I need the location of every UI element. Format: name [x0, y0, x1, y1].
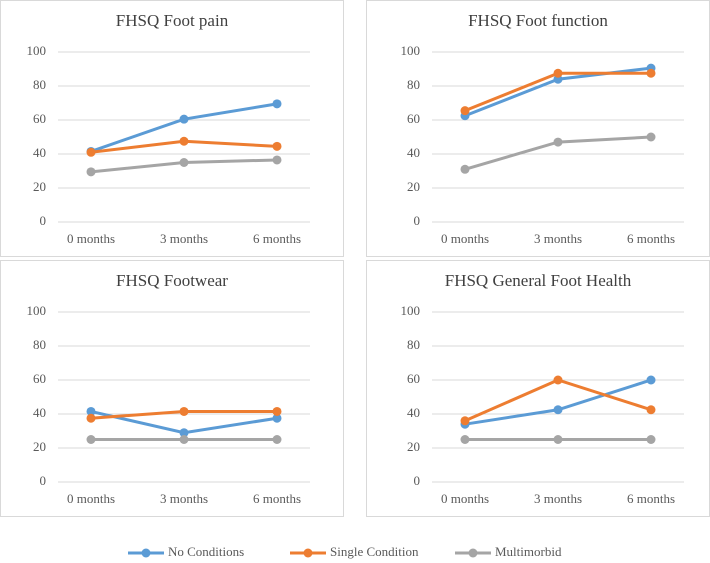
- y-tick-label: 40: [33, 145, 46, 160]
- data-point: [553, 68, 563, 78]
- legend-label: No Conditions: [168, 544, 244, 559]
- y-tick-label: 100: [401, 303, 421, 318]
- y-tick-label: 80: [33, 337, 46, 352]
- data-point: [179, 428, 189, 438]
- y-tick-label: 0: [40, 213, 47, 228]
- y-tick-label: 80: [33, 77, 46, 92]
- y-tick-label: 60: [407, 111, 420, 126]
- x-tick-label: 0 months: [67, 491, 115, 506]
- chart-title: FHSQ Footwear: [116, 271, 228, 290]
- x-tick-label: 0 months: [441, 491, 489, 506]
- data-point: [646, 405, 656, 415]
- data-point: [646, 68, 656, 78]
- panel: FHSQ Foot function 0 20 40 60 80 100 0 months 3 …: [366, 0, 710, 257]
- data-point: [179, 406, 189, 416]
- data-point: [553, 137, 563, 147]
- data-point: [460, 416, 470, 426]
- y-tick-label: 40: [33, 405, 46, 420]
- data-point: [646, 435, 656, 444]
- y-tick-label: 20: [33, 439, 46, 454]
- panel-border: [366, 0, 710, 257]
- legend-marker: [468, 548, 478, 558]
- y-tick-label: 40: [407, 145, 420, 160]
- x-tick-label: 6 months: [627, 231, 675, 246]
- x-tick-label: 3 months: [160, 491, 208, 506]
- panel: FHSQ Foot pain 0 20 40 60 80 100 0 months 3 mont…: [0, 0, 344, 257]
- chart-title: FHSQ Foot pain: [116, 11, 229, 30]
- data-point: [460, 164, 470, 174]
- x-tick-label: 0 months: [441, 231, 489, 246]
- data-point: [179, 114, 189, 124]
- y-tick-label: 100: [27, 303, 47, 318]
- y-tick-label: 100: [401, 43, 421, 58]
- y-tick-label: 0: [414, 213, 421, 228]
- data-point: [460, 435, 470, 444]
- data-point: [272, 435, 282, 444]
- data-point: [86, 435, 96, 444]
- x-tick-label: 3 months: [534, 231, 582, 246]
- panel: FHSQ General Foot Health 0 20 40 60 80 100 0 mo…: [366, 260, 710, 517]
- x-tick-label: 6 months: [253, 491, 301, 506]
- data-point: [86, 167, 96, 177]
- data-point: [179, 136, 189, 146]
- y-tick-label: 0: [40, 473, 47, 488]
- data-point: [460, 106, 470, 116]
- data-point: [553, 435, 563, 444]
- data-point: [86, 406, 96, 416]
- data-point: [272, 141, 282, 151]
- legend-label: Multimorbid: [495, 544, 562, 559]
- data-point: [553, 375, 563, 385]
- x-tick-label: 0 months: [67, 231, 115, 246]
- data-point: [646, 375, 656, 385]
- legend-label: Single Condition: [330, 544, 419, 559]
- y-tick-label: 20: [407, 439, 420, 454]
- data-point: [272, 413, 282, 423]
- panel: FHSQ Footwear 0 20 40 60 80 100 0 months 3 month…: [0, 260, 344, 517]
- data-point: [86, 413, 96, 423]
- y-tick-label: 20: [33, 179, 46, 194]
- chart-title: FHSQ General Foot Health: [445, 271, 632, 290]
- y-tick-label: 60: [33, 111, 46, 126]
- chart-title: FHSQ Foot function: [468, 11, 608, 30]
- y-tick-label: 20: [407, 179, 420, 194]
- x-tick-label: 3 months: [534, 491, 582, 506]
- data-point: [272, 99, 282, 109]
- data-point: [179, 158, 189, 167]
- x-tick-label: 6 months: [627, 491, 675, 506]
- legend-marker: [141, 548, 151, 558]
- data-point: [646, 132, 656, 142]
- data-point: [272, 406, 282, 416]
- y-tick-label: 40: [407, 405, 420, 420]
- y-tick-label: 60: [33, 371, 46, 386]
- data-point: [272, 155, 282, 165]
- data-point: [179, 435, 189, 444]
- data-point: [86, 147, 96, 157]
- panel-border: [0, 0, 344, 257]
- legend-marker: [303, 548, 313, 558]
- panel-border: [0, 260, 344, 517]
- x-tick-label: 6 months: [253, 231, 301, 246]
- y-tick-label: 60: [407, 371, 420, 386]
- y-tick-label: 0: [414, 473, 421, 488]
- x-tick-label: 3 months: [160, 231, 208, 246]
- y-tick-label: 80: [407, 337, 420, 352]
- data-point: [553, 405, 563, 415]
- y-tick-label: 80: [407, 77, 420, 92]
- y-tick-label: 100: [27, 43, 47, 58]
